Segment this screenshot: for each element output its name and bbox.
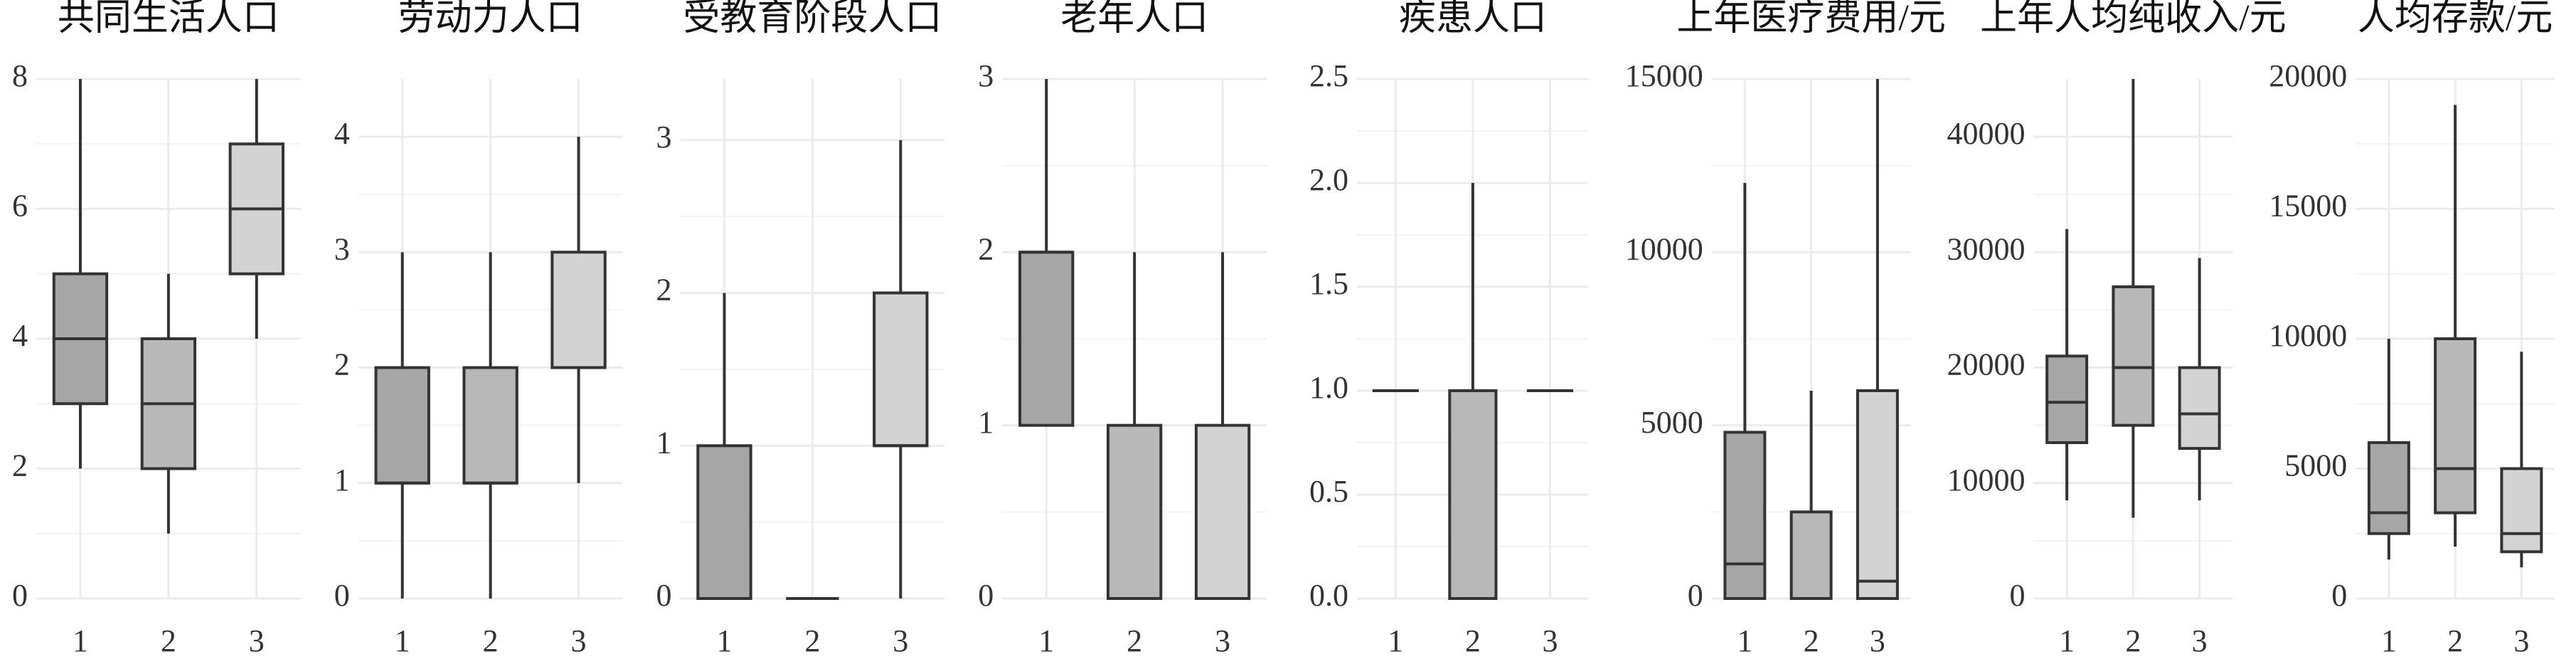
box [1789,510,1833,600]
x-tick-label: 1 [2059,623,2075,658]
panel-title: 受教育阶段人口 [683,0,942,38]
box [873,291,929,448]
x-tick-label: 3 [2192,623,2208,658]
box [2434,337,2477,515]
box [1723,431,1767,601]
x-tick-label: 1 [1038,623,1054,658]
y-tick-label: 10000 [1625,231,1703,266]
x-tick-label: 1 [1737,623,1752,658]
x-tick-label: 3 [249,623,265,658]
y-tick-label: 4 [334,116,350,151]
y-tick-label: 2.5 [1309,58,1348,93]
box [2112,285,2155,427]
y-tick-label: 15000 [1625,58,1703,93]
y-tick-label: 20000 [2269,58,2347,93]
x-tick-label: 2 [2125,623,2141,658]
y-tick-label: 1 [334,463,350,497]
y-tick-label: 0 [1688,578,1703,613]
x-tick-label: 2 [483,623,499,658]
x-tick-label: 3 [1870,623,1885,658]
box [550,251,607,369]
x-tick-label: 2 [1465,623,1481,658]
y-tick-label: 15000 [2269,189,2347,223]
panel-title: 老年人口 [1060,0,1208,38]
y-tick-label: 10000 [1947,463,2026,497]
box [1106,423,1163,601]
y-tick-label: 5000 [1641,405,1703,440]
y-tick-label: 10000 [2269,318,2347,353]
y-tick-label: 0 [12,578,28,613]
y-tick-label: 3 [978,58,994,93]
y-tick-label: 5000 [2284,448,2347,483]
y-tick-label: 2 [334,347,350,382]
y-tick-label: 0 [334,578,350,613]
box [462,366,518,485]
y-tick-label: 1.5 [1309,266,1348,301]
y-tick-label: 2.0 [1309,162,1348,197]
x-tick-label: 1 [73,623,88,658]
y-tick-label: 0 [656,578,672,613]
x-tick-label: 3 [2513,623,2529,658]
x-tick-label: 1 [395,623,410,658]
panel-title: 劳动力人口 [398,0,583,38]
x-tick-label: 1 [2381,623,2397,658]
box [1018,251,1075,427]
y-tick-label: 0.5 [1309,474,1348,509]
y-tick-label: 1.0 [1309,370,1348,405]
y-tick-label: 4 [12,318,28,353]
box [2500,467,2543,554]
box [696,444,752,601]
x-tick-label: 3 [893,623,908,658]
box [2045,354,2089,445]
x-tick-label: 1 [716,623,732,658]
box [2367,441,2410,535]
y-tick-label: 40000 [1947,116,2026,151]
y-tick-label: 8 [12,58,28,93]
box [1856,389,1899,600]
y-tick-label: 1 [978,405,994,440]
y-tick-label: 0 [2010,578,2026,613]
y-tick-label: 2 [978,231,994,266]
y-tick-label: 0 [2331,578,2347,613]
panel-title: 上年人均纯收入/元 [1980,0,2286,38]
x-tick-label: 3 [1542,623,1558,658]
y-tick-label: 3 [334,231,350,266]
y-tick-label: 2 [12,448,28,483]
box [1448,389,1498,600]
x-tick-label: 3 [1215,623,1230,658]
y-tick-label: 20000 [1947,347,2026,382]
y-tick-label: 3 [656,120,672,154]
x-tick-label: 2 [1804,623,1819,658]
y-tick-label: 6 [12,189,28,223]
y-tick-label: 30000 [1947,231,2026,266]
box [374,366,430,485]
y-tick-label: 1 [656,425,672,460]
box [1194,423,1251,601]
panel-title: 共同生活人口 [58,0,280,38]
x-tick-label: 2 [1127,623,1142,658]
x-tick-label: 2 [2447,623,2463,658]
x-tick-label: 3 [571,623,587,658]
x-tick-label: 2 [804,623,820,658]
y-tick-label: 0.0 [1309,578,1348,613]
panel-title: 人均存款/元 [2358,0,2553,38]
y-tick-label: 2 [656,273,672,307]
panel-title: 疾患人口 [1399,0,1547,38]
y-tick-label: 0 [978,578,994,613]
panel-title: 上年医疗费用/元 [1676,0,1945,38]
box [2178,366,2221,450]
x-tick-label: 2 [161,623,176,658]
x-tick-label: 1 [1388,623,1403,658]
